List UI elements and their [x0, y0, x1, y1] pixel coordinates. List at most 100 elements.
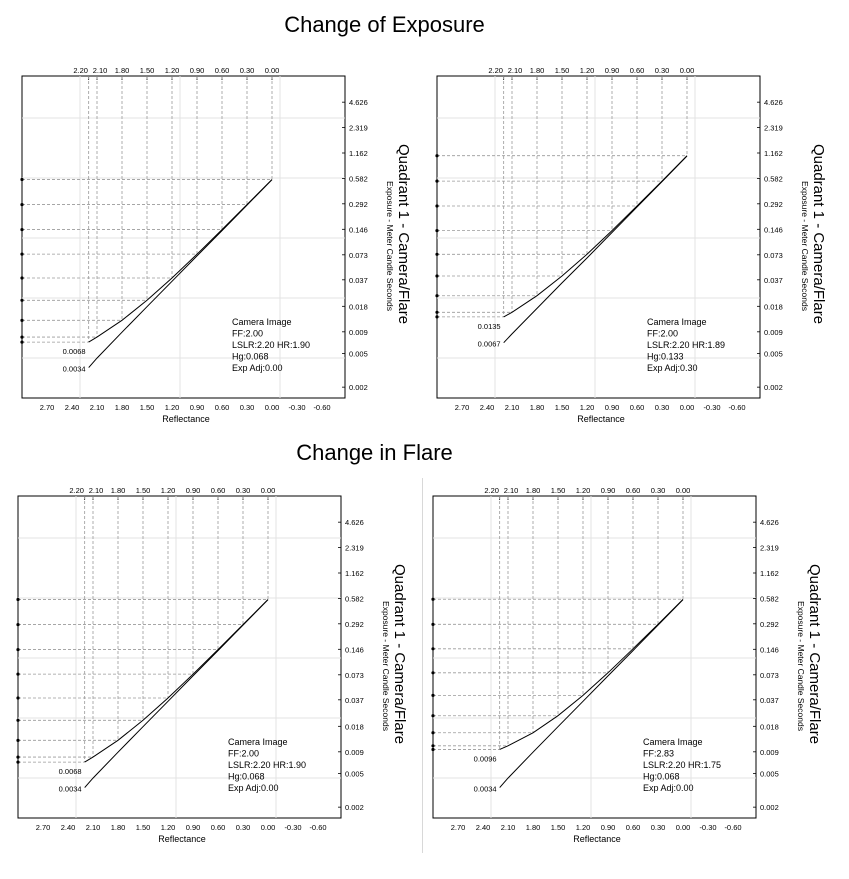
x-tick-top-label: 2.10	[504, 486, 519, 495]
value-label-camera: 0.0034	[474, 785, 497, 794]
x-tick-bottom-label: 1.50	[136, 823, 151, 832]
x-tick-top-label: 0.00	[680, 66, 695, 75]
chart-title: Quadrant 1 - Camera/Flare	[810, 144, 827, 324]
x-tick-top-label: 1.50	[555, 66, 570, 75]
left-edge-marker	[20, 202, 24, 207]
x-tick-top-label: 1.80	[526, 486, 541, 495]
x-tick-bottom-label: -0.30	[699, 823, 716, 832]
x-tick-top-label: 1.80	[115, 66, 130, 75]
chart-title: Quadrant 1 - Camera/Flare	[806, 564, 823, 744]
y-tick-label: 0.009	[345, 748, 364, 757]
y-tick-label: 1.162	[349, 149, 368, 158]
heading-change-of-exposure: Change of Exposure	[284, 12, 485, 37]
left-edge-marker	[435, 310, 439, 314]
x-tick-bottom-label: 1.80	[530, 403, 545, 412]
y-tick-label: 2.319	[764, 124, 783, 133]
x-tick-top-label: 2.20	[488, 66, 503, 75]
value-label-flare: 0.0096	[474, 754, 497, 763]
x-tick-top-label: 0.60	[630, 66, 645, 75]
y-axis-label: Exposure - Meter Candle Seconds	[800, 181, 810, 311]
y-tick-label: 0.073	[345, 671, 364, 680]
y-tick-label: 4.626	[349, 98, 368, 107]
x-tick-bottom-label: 0.30	[651, 823, 666, 832]
x-axis-label: Reflectance	[577, 414, 625, 424]
info-line: LSLR:2.20 HR:1.90	[228, 760, 306, 770]
x-tick-bottom-label: 2.40	[480, 403, 495, 412]
x-tick-bottom-label: 2.40	[61, 823, 76, 832]
left-edge-marker	[435, 252, 439, 256]
x-tick-top-label: 0.60	[211, 486, 226, 495]
left-edge-marker	[16, 622, 20, 627]
x-tick-top-label: 2.20	[484, 486, 499, 495]
info-line: FF:2.00	[647, 329, 678, 339]
x-tick-top-label: 0.30	[236, 486, 251, 495]
plot-frame	[17, 495, 342, 819]
y-tick-label: 0.005	[764, 349, 783, 358]
y-tick-label: 0.009	[349, 328, 368, 337]
y-tick-label: 0.146	[345, 645, 364, 654]
x-tick-bottom-label: 1.20	[165, 403, 180, 412]
y-tick-label: 0.037	[345, 696, 364, 705]
left-edge-marker	[16, 597, 20, 602]
plot-frame	[21, 75, 346, 399]
info-line: Exp Adj:0.00	[643, 783, 694, 793]
y-tick-label: 0.005	[345, 769, 364, 778]
x-tick-bottom-label: 0.00	[680, 403, 695, 412]
x-tick-bottom-label: -0.60	[728, 403, 745, 412]
info-line: Camera Image	[232, 317, 292, 327]
y-tick-label: 0.073	[349, 251, 368, 260]
left-edge-marker	[435, 294, 439, 298]
y-tick-label: 0.002	[764, 383, 783, 392]
x-tick-top-label: 0.00	[265, 66, 280, 75]
x-tick-top-label: 1.20	[161, 486, 176, 495]
x-tick-top-label: 0.30	[655, 66, 670, 75]
x-tick-bottom-label: 1.20	[161, 823, 176, 832]
series-line-flare	[503, 155, 688, 318]
x-tick-bottom-label: 2.40	[65, 403, 80, 412]
x-tick-top-label: 0.30	[240, 66, 255, 75]
info-line: Camera Image	[647, 317, 707, 327]
info-line: Hg:0.068	[232, 352, 269, 362]
left-edge-marker	[20, 340, 24, 344]
info-line: Hg:0.133	[647, 352, 684, 362]
x-tick-bottom-label: 2.10	[86, 823, 101, 832]
left-edge-marker	[20, 276, 24, 280]
x-tick-top-label: 1.20	[165, 66, 180, 75]
x-tick-top-label: 2.10	[93, 66, 108, 75]
x-tick-bottom-label: 0.00	[676, 823, 691, 832]
y-tick-label: 0.009	[760, 748, 779, 757]
x-tick-top-label: 1.50	[140, 66, 155, 75]
x-tick-top-label: 0.90	[186, 486, 201, 495]
x-tick-bottom-label: 0.60	[626, 823, 641, 832]
value-label-camera: 0.0067	[478, 340, 501, 349]
x-axis-label: Reflectance	[162, 414, 210, 424]
y-tick-label: 0.292	[764, 200, 783, 209]
x-tick-bottom-label: 0.90	[186, 823, 201, 832]
left-edge-marker	[16, 760, 20, 764]
x-tick-top-label: 1.20	[580, 66, 595, 75]
x-tick-top-label: 0.60	[626, 486, 641, 495]
chart-title: Quadrant 1 - Camera/Flare	[391, 564, 408, 744]
left-edge-marker	[16, 696, 20, 700]
x-tick-bottom-label: 2.10	[501, 823, 516, 832]
left-edge-marker	[435, 179, 439, 183]
x-tick-bottom-label: 1.80	[115, 403, 130, 412]
info-line: Exp Adj:0.00	[232, 363, 283, 373]
left-edge-marker	[20, 252, 24, 256]
y-tick-label: 4.626	[345, 518, 364, 527]
info-line: FF:2.00	[228, 749, 259, 759]
y-tick-label: 1.162	[345, 569, 364, 578]
x-tick-bottom-label: -0.30	[288, 403, 305, 412]
y-tick-label: 0.002	[349, 383, 368, 392]
x-tick-bottom-label: 0.60	[215, 403, 230, 412]
left-edge-marker	[435, 228, 439, 233]
x-tick-top-label: 0.00	[676, 486, 691, 495]
x-tick-top-label: 2.10	[89, 486, 104, 495]
info-line: LSLR:2.20 HR:1.89	[647, 340, 725, 350]
info-line: LSLR:2.20 HR:1.90	[232, 340, 310, 350]
x-axis-label: Reflectance	[158, 834, 206, 844]
left-edge-marker	[435, 154, 439, 158]
left-edge-marker	[20, 177, 24, 182]
y-tick-label: 0.018	[764, 302, 783, 311]
y-tick-label: 0.292	[349, 200, 368, 209]
